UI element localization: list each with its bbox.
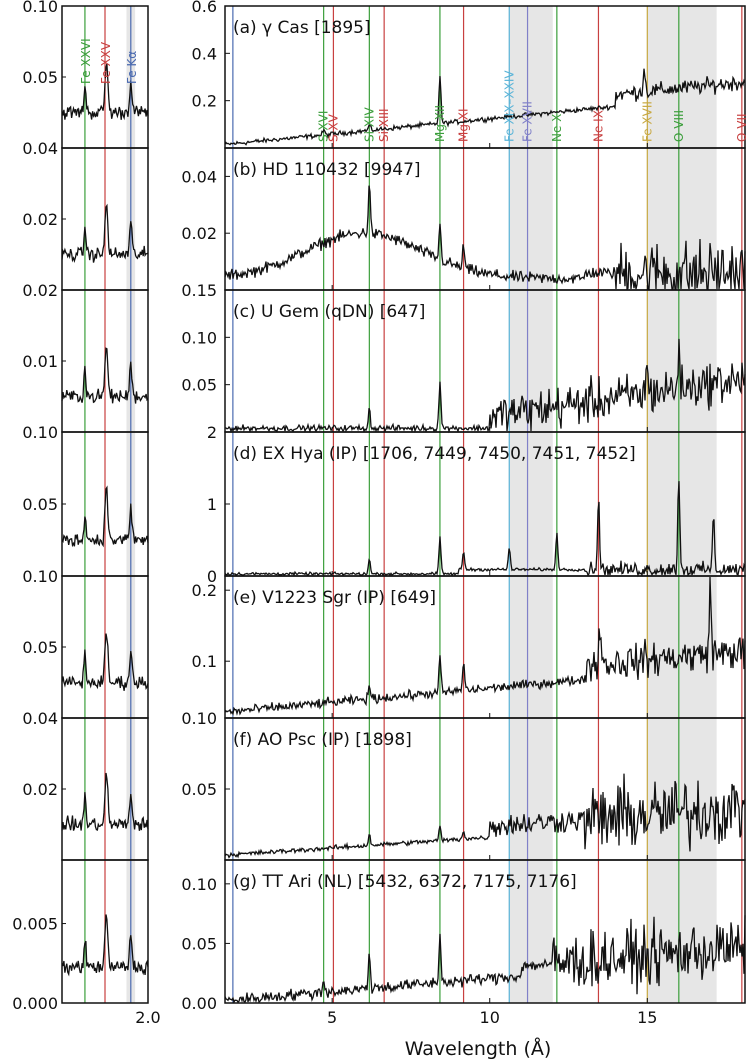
shaded-band: [647, 576, 717, 718]
line-label: Ne IX: [591, 110, 605, 142]
line-label: Ne X: [550, 114, 564, 142]
inset-y-tick-label: 0.01: [22, 352, 58, 371]
inset-spectrum-a: [61, 63, 149, 121]
y-tick-label: 1: [207, 495, 217, 514]
y-tick-label: 0: [207, 567, 217, 586]
y-tick-label: 0.10: [181, 709, 217, 728]
inset-spectrum-g: [61, 914, 149, 977]
inset-panel-frame: [61, 859, 149, 1004]
inset-line-label: Fe XXV: [99, 41, 113, 84]
line-label: O VIII: [672, 110, 686, 142]
shaded-band: [647, 718, 717, 860]
shaded-band: [508, 6, 553, 148]
line-label: O VII: [735, 113, 747, 142]
inset-line-label: Fe Kα: [125, 51, 139, 84]
y-tick-label: 2: [207, 423, 217, 442]
inset-spectrum-b: [61, 203, 149, 263]
inset-spectrum-e: [61, 633, 149, 691]
panel-title: (f) AO Psc (IP) [1898]: [233, 730, 412, 750]
shaded-band: [647, 6, 717, 148]
x-tick-label: 15: [637, 1008, 657, 1027]
inset-y-tick-label: 0.05: [22, 68, 58, 87]
y-tick-label: 0.15: [181, 281, 217, 300]
line-label: Mg XI: [457, 108, 471, 142]
panel-title: (g) TT Ari (NL) [5432, 6372, 7175, 7176]: [233, 872, 577, 892]
inset-spectrum-c: [61, 347, 149, 404]
panel-frames: [61, 5, 746, 1004]
line-label: Si XIV: [362, 106, 376, 142]
y-tick-label: 0.05: [181, 376, 217, 395]
y-tick-label: 0.10: [181, 328, 217, 347]
panel-title: (c) U Gem (qDN) [647]: [233, 302, 425, 322]
spectrum-c: [224, 338, 746, 434]
panel-title: (a) γ Cas [1895]: [233, 18, 371, 38]
x-tick-label: 5: [327, 1008, 337, 1027]
shaded-band: [508, 576, 553, 718]
spectra-traces: [61, 63, 746, 1004]
inset-y-tick-label: 0.05: [22, 638, 58, 657]
spectrum-a: [224, 68, 746, 146]
spectrum-g: [224, 915, 746, 1004]
line-label: S XVI: [317, 111, 331, 142]
y-tick-label: 0.2: [192, 92, 217, 111]
inset-y-tick-label: 0.04: [22, 139, 58, 158]
inset-y-tick-label: 0.10: [22, 0, 58, 16]
inset-spectrum-f: [61, 772, 149, 831]
inset-y-tick-label: 0.000: [12, 994, 58, 1013]
inset-y-tick-label: 0.10: [22, 567, 58, 586]
inset-y-tick-label: 0.02: [22, 281, 58, 300]
y-tick-label: 0.00: [181, 994, 217, 1013]
y-tick-label: 0.1: [192, 652, 217, 671]
line-label: Fe XIX–XXIV: [502, 70, 516, 142]
inset-y-tick-label: 0.10: [22, 423, 58, 442]
panel-title: (b) HD 110432 [9947]: [233, 160, 421, 180]
emission-line-markers: [84, 6, 743, 1003]
main-panel-frame: [224, 859, 746, 1004]
y-tick-label: 0.10: [181, 875, 217, 894]
line-label: Si XIII: [377, 108, 391, 142]
inset-y-tick-label: 0.05: [22, 495, 58, 514]
line-label: Fe XVII: [521, 101, 535, 142]
shaded-band: [508, 432, 553, 576]
line-label: S XV: [326, 113, 340, 142]
panel-title: (d) EX Hya (IP) [1706, 7449, 7450, 7451,…: [233, 444, 636, 464]
axis-labels: (a) γ Cas [1895]0.20.40.60.050.10(b) HD …: [12, 0, 747, 1027]
inset-x-tick-label: 2.0: [135, 1008, 160, 1027]
y-tick-label: 0.05: [181, 934, 217, 953]
inset-line-label: Fe XXVI: [79, 38, 93, 84]
inset-y-tick-label: 0.02: [22, 780, 58, 799]
shaded-band: [508, 718, 553, 860]
spectrum-e: [224, 576, 746, 716]
inset-y-tick-label: 0.02: [22, 210, 58, 229]
shaded-band: [508, 148, 553, 290]
spectrum-b: [224, 185, 746, 291]
panel-title: (e) V1223 Sgr (IP) [649]: [233, 588, 436, 608]
inset-y-tick-label: 0.04: [22, 709, 58, 728]
line-label: Mg XII: [433, 105, 447, 142]
spectrum-d: [224, 481, 746, 578]
x-tick-label: 10: [480, 1008, 500, 1027]
y-tick-label: 0.04: [181, 167, 217, 186]
shaded-band: [647, 432, 717, 576]
spectrum-f: [224, 773, 746, 859]
y-tick-label: 0.6: [192, 0, 217, 16]
inset-spectrum-d: [61, 485, 149, 548]
line-label: Fe XVII: [640, 101, 654, 142]
x-axis-label: Wavelength (Å): [405, 1037, 552, 1060]
inset-y-tick-label: 0.005: [12, 915, 58, 934]
y-tick-label: 0.4: [192, 44, 217, 63]
y-tick-label: 0.05: [181, 780, 217, 799]
shaded-band: [647, 290, 717, 432]
y-tick-label: 0.2: [192, 581, 217, 600]
y-tick-label: 0.02: [181, 224, 217, 243]
